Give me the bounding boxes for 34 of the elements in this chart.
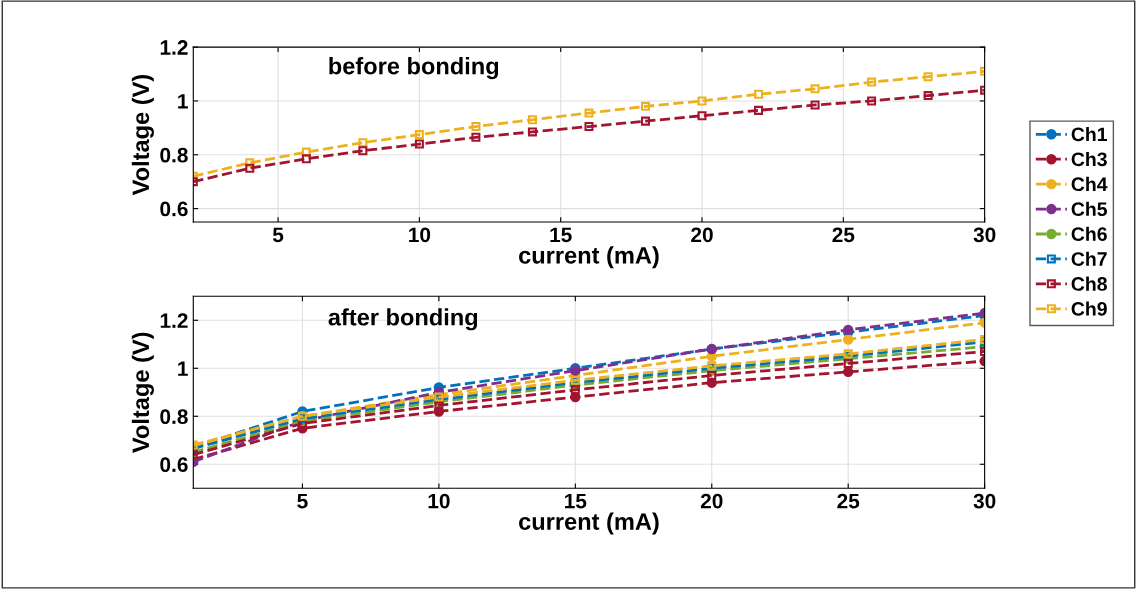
legend-label: Ch4	[1071, 176, 1108, 192]
legend-label: Ch1	[1071, 126, 1107, 142]
legend-label: Ch7	[1071, 251, 1107, 266]
x-tick-label: 10	[409, 227, 431, 243]
y-tick-label: 0.6	[160, 457, 188, 473]
annotation: before bonding	[329, 57, 499, 80]
x-tick-label: 5	[272, 227, 284, 243]
x-tick-label: 30	[973, 227, 996, 243]
x-axis-title: current (mA)	[519, 246, 659, 269]
x-tick-label: 15	[565, 493, 587, 509]
y-tick-label: 0.6	[160, 201, 188, 217]
x-tick-label: 30	[973, 493, 996, 509]
y-axis-title: Voltage (V)	[131, 332, 154, 453]
legend-label: Ch6	[1071, 226, 1107, 241]
legend-label: Ch3	[1071, 151, 1107, 167]
x-tick-label: 20	[691, 227, 713, 243]
x-tick-label: 25	[837, 493, 860, 509]
x-tick-label: 25	[832, 227, 855, 243]
x-tick-label: 15	[550, 227, 572, 243]
y-tick-label: 0.8	[160, 409, 188, 425]
y-tick-label: 1	[178, 361, 188, 376]
x-tick-label: 20	[700, 493, 723, 509]
y-tick-label: 1.2	[160, 40, 188, 55]
annotation: after bonding	[328, 308, 478, 331]
x-axis-title: current (mA)	[519, 512, 659, 535]
y-axis-title: Voltage (V)	[131, 74, 154, 196]
legend-label: Ch8	[1071, 276, 1107, 291]
legend-label: Ch9	[1071, 301, 1107, 316]
y-tick-label: 0.8	[160, 147, 188, 163]
x-tick-label: 10	[428, 493, 450, 509]
y-tick-label: 1.2	[160, 313, 188, 328]
y-tick-label: 1	[178, 94, 188, 109]
x-tick-label: 5	[297, 493, 308, 509]
legend-label: Ch5	[1071, 201, 1107, 217]
